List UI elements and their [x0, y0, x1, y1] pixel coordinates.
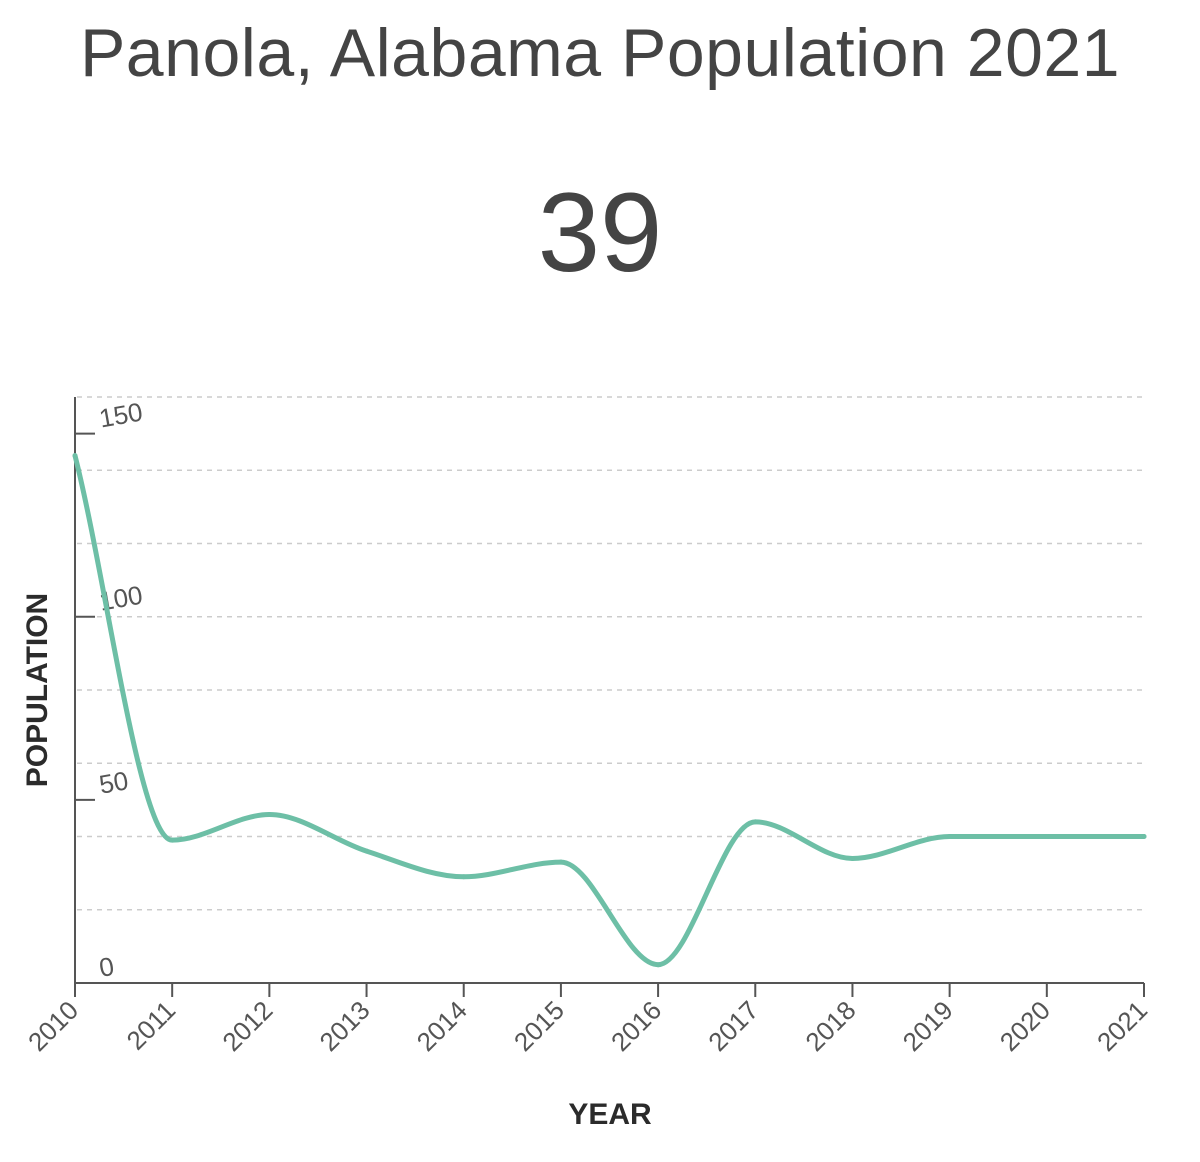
data-point [72, 453, 78, 459]
data-point [1141, 834, 1147, 839]
x-ticks: 2010 2011 2012 2013 2014 2015 2016 2017 2018 2019… [22, 983, 1153, 1057]
x-tick-label: 2020 [994, 995, 1056, 1057]
x-tick-label: 2017 [702, 995, 764, 1057]
page-title: Panola, Alabama Population 2021 [79, 15, 1121, 91]
series [72, 453, 1147, 968]
x-axis-title: YEAR [568, 1098, 652, 1131]
population-series-line [72, 453, 1147, 968]
y-tick-label: 50 [97, 765, 131, 800]
x-tick-label: 2015 [508, 995, 570, 1057]
x-tick-label: 2021 [1091, 995, 1153, 1057]
data-point [266, 812, 272, 818]
x-tick-label: 2019 [897, 995, 959, 1057]
data-point [169, 837, 175, 843]
data-point [752, 819, 758, 825]
data-point [558, 859, 564, 865]
gridlines [77, 396, 1144, 911]
x-tick-label: 2014 [411, 995, 473, 1057]
data-point [655, 962, 661, 968]
y-tick-label: 0 [97, 951, 116, 983]
data-point [364, 848, 370, 854]
axes [74, 397, 1144, 984]
x-tick-label: 2010 [22, 995, 84, 1057]
x-tick-label: 2013 [314, 995, 376, 1057]
data-point [1044, 834, 1050, 839]
x-tick-label: 2016 [605, 995, 667, 1057]
data-point [947, 834, 953, 839]
data-point [849, 855, 855, 861]
current-population-value: 39 [537, 170, 663, 295]
x-tick-label: 2012 [216, 995, 278, 1057]
y-tick-label: 150 [97, 396, 145, 433]
y-axis-title: POPULATION [21, 593, 54, 787]
data-point [461, 874, 467, 880]
x-tick-label: 2011 [121, 995, 182, 1056]
x-tick-label: 2018 [799, 995, 861, 1057]
